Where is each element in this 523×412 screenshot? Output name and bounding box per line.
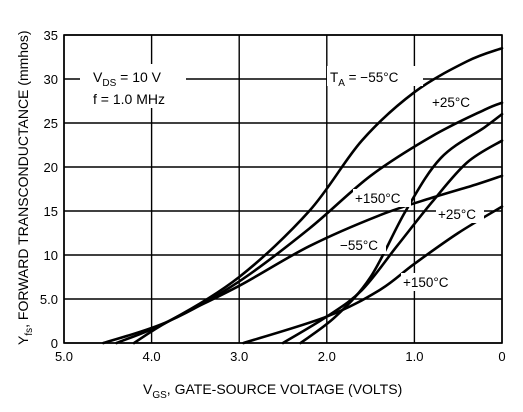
curve-label-25-upper: +25°C <box>432 95 470 110</box>
frequency-annotation: f = 1.0 MHz <box>93 91 165 107</box>
label-bg-ta-55 <box>327 66 423 86</box>
curves <box>102 46 504 345</box>
x-tick-label: 4.0 <box>143 349 161 364</box>
label-bg-150-lower <box>401 273 457 291</box>
label-bg-25-upper <box>430 93 478 111</box>
y-tick-label: 10 <box>44 248 58 263</box>
y-tick-label: 15 <box>44 204 58 219</box>
y-tick-label: 5.0 <box>40 292 58 307</box>
label-bg-55-lower <box>338 236 386 254</box>
y-tick-label: 20 <box>44 160 58 175</box>
y-tick-label: 30 <box>44 72 58 87</box>
x-tick-label: 3.0 <box>230 349 248 364</box>
curve-minus55-lower <box>299 112 504 345</box>
curve-label-25-lower: +25°C <box>438 207 476 222</box>
y-tick-label: 35 <box>44 28 58 43</box>
x-axis-title: VGS, GATE-SOURCE VOLTAGE (VOLTS) <box>143 381 402 401</box>
x-tick-label: 2.0 <box>318 349 336 364</box>
curve-label-150-lower: +150°C <box>403 275 449 290</box>
vds-annotation: VDS = 10 V <box>93 69 162 89</box>
label-bg-150-upper <box>353 189 411 207</box>
curve-label-ta-minus55: TA = −55°C <box>330 70 399 89</box>
curve-150-lower <box>242 205 504 345</box>
curve-label-150-upper: +150°C <box>355 191 401 206</box>
x-tick-label: 0 <box>498 349 505 364</box>
curve-150-upper <box>132 174 504 345</box>
x-tick-label: 5.0 <box>55 349 73 364</box>
label-bg-25-lower <box>436 205 484 223</box>
conditions-box <box>80 64 186 108</box>
curve-label-minus55-lower: −55°C <box>340 238 378 253</box>
y-tick-label: 0 <box>51 336 58 351</box>
y-tick-label: 25 <box>44 116 58 131</box>
x-tick-label: 1.0 <box>405 349 423 364</box>
y-axis-title: Yfs, FORWARD TRANSCONDUCTANCE (mmhos) <box>15 30 35 345</box>
